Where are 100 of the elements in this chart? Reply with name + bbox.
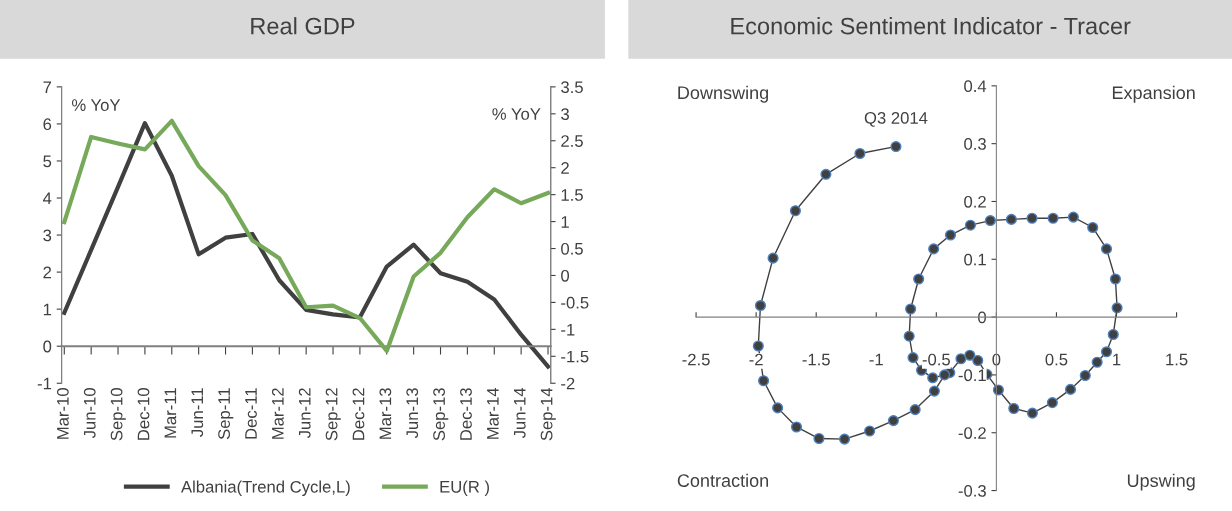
x-tick-label: Sep-12 (325, 388, 341, 441)
annotation: Q3 2014 (864, 112, 928, 127)
x-tick-label: 1.5 (1166, 353, 1188, 366)
point (1067, 211, 1079, 223)
y-tick-label: 0 (978, 311, 987, 324)
x-tick-label: Jun-14 (513, 387, 526, 439)
x-tick-label: Jun-12 (298, 388, 311, 439)
point (1100, 346, 1113, 358)
point (864, 425, 876, 437)
y2-tick-label: -2 (561, 377, 575, 390)
point (820, 168, 832, 180)
legend-label: Albania(Trend Cycle,L) (181, 480, 350, 496)
point (1005, 213, 1017, 225)
point (1008, 402, 1020, 415)
point (789, 205, 801, 217)
y2-tick-label: 0 (561, 269, 570, 282)
y2-tick-label: -1 (561, 323, 575, 336)
y-tick-label: -0.1 (958, 369, 986, 382)
point (772, 402, 784, 414)
y-tick-label: -0.3 (958, 484, 986, 497)
y2-tick-label: -0.5 (561, 296, 589, 309)
y-tick-label: 3 (43, 229, 52, 242)
annotation: Contraction (677, 473, 769, 487)
y-tick-label: 4 (42, 192, 52, 205)
x-tick-label: Dec-13 (460, 388, 472, 440)
y2-tick-label: 2.5 (561, 135, 583, 147)
point (955, 353, 967, 365)
y2-axis-title: % YoY (492, 108, 541, 120)
point (887, 415, 899, 427)
annotation: Expansion (1112, 85, 1195, 103)
y2-tick-label: 3.5 (561, 81, 583, 94)
point (1026, 212, 1038, 224)
point (1064, 383, 1077, 395)
point (790, 421, 803, 433)
y-tick-label: 2 (43, 266, 52, 279)
x-tick-label: Sep-14 (540, 387, 556, 441)
point (972, 354, 984, 367)
y-tick-label: 1 (43, 303, 52, 316)
point (767, 252, 779, 264)
point (939, 369, 951, 381)
annotation: Downswing (678, 85, 769, 103)
x-tick-label: Dec-12 (352, 388, 365, 440)
y2-tick-label: 2 (561, 162, 569, 174)
x-tick-label: -1.5 (802, 353, 830, 366)
x-tick-label: Jun-11 (191, 388, 204, 437)
point (813, 432, 825, 445)
chart-title: Economic Sentiment Indicator - Tracer (731, 17, 1131, 35)
y-tick-label: 0.1 (964, 253, 986, 266)
y2-tick-label: 0.5 (561, 242, 583, 255)
x-tick-label: Sep-11 (218, 388, 234, 440)
point (1091, 356, 1103, 368)
x-tick-label: -2 (749, 353, 763, 366)
point (854, 147, 866, 160)
point (944, 229, 957, 241)
point (913, 273, 925, 285)
y-tick-label: 0 (43, 340, 52, 353)
x-tick-label: Jun-10 (83, 388, 96, 439)
x-tick-label: Dec-11 (245, 388, 257, 439)
y-tick-label: 5 (43, 155, 52, 168)
x-tick-label: Mar-13 (379, 388, 392, 439)
point (1107, 328, 1119, 341)
point (838, 433, 851, 445)
y-tick-label: 0.3 (964, 138, 986, 150)
point (1109, 273, 1121, 285)
y2-tick-label: 3 (561, 108, 569, 121)
x-tick-label: -1 (869, 353, 883, 366)
point (890, 140, 902, 153)
point (927, 372, 939, 384)
point (928, 243, 940, 255)
point (964, 349, 976, 361)
point (903, 330, 915, 342)
point (1047, 212, 1059, 224)
point (754, 299, 767, 312)
legend-label: EU(R ) (440, 480, 489, 496)
x-tick-label: Mar-14 (487, 387, 499, 439)
y-tick-label: 0.4 (964, 80, 987, 93)
point (1087, 221, 1099, 234)
point (1046, 397, 1058, 409)
chart-title: Real GDP (251, 17, 355, 35)
x-tick-label: Jun-13 (406, 388, 419, 439)
point (909, 404, 921, 416)
x-tick-label: Sep-10 (110, 388, 126, 441)
point (1079, 369, 1091, 382)
x-tick-label: -2.5 (682, 353, 710, 366)
y-tick-label: 6 (43, 118, 52, 131)
point (758, 375, 770, 387)
y-tick-label: 0.2 (964, 195, 986, 208)
point (1026, 407, 1038, 419)
point (905, 303, 917, 315)
point (1100, 243, 1113, 255)
x-tick-label: 1 (1113, 353, 1121, 366)
annotation: Upswing (1127, 473, 1195, 491)
x-tick-label: Dec-10 (137, 388, 150, 440)
point (992, 384, 1004, 396)
x-tick-label: Mar-10 (56, 388, 69, 439)
x-tick-label: Mar-12 (271, 388, 284, 439)
point (964, 219, 976, 231)
x-tick-label: Mar-11 (164, 388, 177, 438)
y-tick-label: 7 (43, 81, 52, 93)
point (984, 215, 996, 227)
